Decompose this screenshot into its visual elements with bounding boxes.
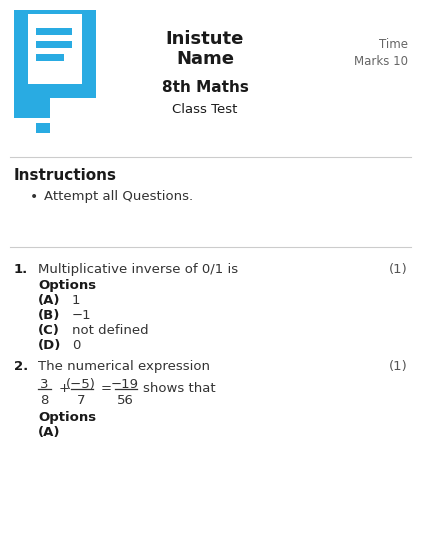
Text: Options: Options — [38, 411, 96, 424]
Text: 3: 3 — [40, 378, 48, 391]
Text: (B): (B) — [38, 309, 60, 322]
Text: 0: 0 — [72, 339, 80, 352]
Text: −19: −19 — [111, 378, 139, 391]
Bar — [36, 54, 64, 61]
Text: Name: Name — [176, 50, 234, 68]
Bar — [28, 14, 82, 84]
Text: 7: 7 — [77, 394, 85, 407]
Text: 8th Maths: 8th Maths — [162, 80, 248, 95]
Text: Class Test: Class Test — [172, 103, 238, 116]
Text: shows that: shows that — [143, 382, 216, 395]
Bar — [36, 123, 50, 133]
Text: (A): (A) — [38, 294, 61, 307]
Text: 8: 8 — [40, 394, 48, 407]
Bar — [14, 98, 50, 118]
Text: Instructions: Instructions — [14, 168, 117, 183]
Text: Marks 10: Marks 10 — [354, 55, 408, 68]
Text: =: = — [101, 382, 112, 395]
Bar — [36, 41, 72, 48]
Text: +: + — [59, 382, 70, 395]
Text: (−5): (−5) — [66, 378, 96, 391]
Text: 56: 56 — [117, 394, 133, 407]
Text: Attempt all Questions.: Attempt all Questions. — [44, 190, 193, 203]
Text: •: • — [30, 190, 38, 204]
Text: 1.: 1. — [14, 263, 28, 276]
Bar — [50, 108, 96, 118]
Text: The numerical expression: The numerical expression — [38, 360, 210, 373]
Text: (1): (1) — [389, 263, 408, 276]
Text: 2.: 2. — [14, 360, 28, 373]
Text: (D): (D) — [38, 339, 61, 352]
Text: Time: Time — [379, 38, 408, 51]
Text: (1): (1) — [389, 360, 408, 373]
Text: (A): (A) — [38, 426, 61, 439]
Bar — [14, 10, 96, 98]
Text: Options: Options — [38, 279, 96, 292]
Bar — [36, 28, 72, 35]
Text: (C): (C) — [38, 324, 60, 337]
Text: Multiplicative inverse of 0/1 is: Multiplicative inverse of 0/1 is — [38, 263, 238, 276]
Text: 1: 1 — [72, 294, 80, 307]
Text: −1: −1 — [72, 309, 92, 322]
Text: not defined: not defined — [72, 324, 149, 337]
Text: Inistute: Inistute — [166, 30, 244, 48]
